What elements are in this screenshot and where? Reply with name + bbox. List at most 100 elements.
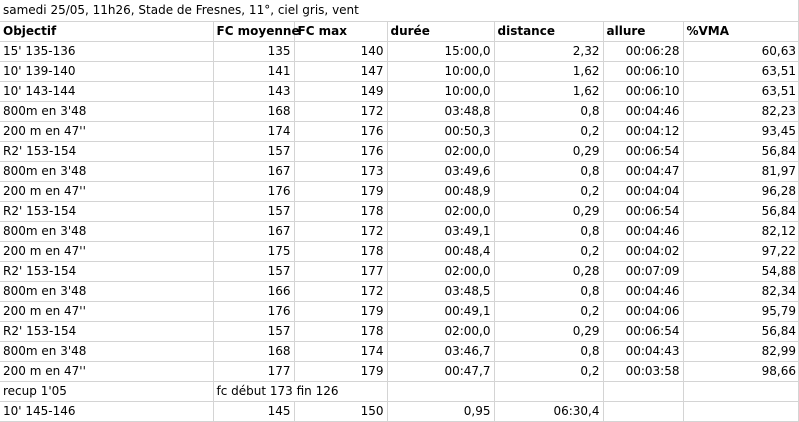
cell-objectif[interactable]: 200 m en 47'' <box>0 361 214 382</box>
cell-fc-moyenne[interactable]: 175 <box>212 241 295 262</box>
cell-distance[interactable]: 0,2 <box>493 301 604 322</box>
cell-objectif[interactable]: R2' 153-154 <box>0 201 214 222</box>
cell-distance[interactable]: 0,2 <box>493 121 604 142</box>
cell-duree[interactable]: 02:00,0 <box>386 321 495 342</box>
cell-vma[interactable]: 56,84 <box>682 321 799 342</box>
cell-allure[interactable]: 00:06:54 <box>602 201 684 222</box>
empty-cell[interactable] <box>602 381 684 402</box>
cell-fc-max[interactable]: 178 <box>293 321 388 342</box>
cell-objectif[interactable]: 200 m en 47'' <box>0 121 214 142</box>
cell-fc-max[interactable]: 179 <box>293 361 388 382</box>
cell-duree[interactable]: 03:48,5 <box>386 281 495 302</box>
cell-duree[interactable]: 10:00,0 <box>386 61 495 82</box>
cell-vma[interactable]: 54,88 <box>682 261 799 282</box>
cell-duree[interactable]: 03:46,7 <box>386 341 495 362</box>
cell-objectif[interactable]: 200 m en 47'' <box>0 181 214 202</box>
cell-duree[interactable]: 00:48,4 <box>386 241 495 262</box>
header-objectif[interactable]: Objectif <box>0 22 214 42</box>
title-cell[interactable]: samedi 25/05, 11h26, Stade de Fresnes, 1… <box>0 0 798 22</box>
cell-fc-max[interactable]: 147 <box>293 61 388 82</box>
cell-recup-note[interactable]: fc début 173 fin 126 <box>212 381 388 402</box>
cell-allure[interactable]: 00:06:28 <box>602 41 684 62</box>
cell-fc-moyenne[interactable]: 166 <box>212 281 295 302</box>
cell-allure[interactable]: 00:04:06 <box>602 301 684 322</box>
empty-cell[interactable] <box>386 381 495 402</box>
cell-fc-moyenne[interactable]: 143 <box>212 81 295 102</box>
cell-allure[interactable] <box>602 401 684 422</box>
cell-allure[interactable]: 00:04:47 <box>602 161 684 182</box>
cell-fc-moyenne[interactable]: 176 <box>212 181 295 202</box>
cell-distance[interactable]: 0,2 <box>493 181 604 202</box>
cell-fc-max[interactable]: 150 <box>293 401 388 422</box>
empty-cell[interactable] <box>682 381 799 402</box>
cell-objectif[interactable]: 800m en 3'48 <box>0 161 214 182</box>
cell-distance[interactable]: 0,29 <box>493 321 604 342</box>
cell-duree[interactable]: 0,95 <box>386 401 495 422</box>
cell-vma[interactable] <box>682 401 799 422</box>
cell-distance[interactable]: 2,32 <box>493 41 604 62</box>
cell-objectif[interactable]: 200 m en 47'' <box>0 241 214 262</box>
empty-cell[interactable] <box>493 381 604 402</box>
cell-fc-max[interactable]: 178 <box>293 241 388 262</box>
cell-vma[interactable]: 60,63 <box>682 41 799 62</box>
cell-fc-max[interactable]: 176 <box>293 121 388 142</box>
header-allure[interactable]: allure <box>602 22 684 42</box>
cell-fc-max[interactable]: 149 <box>293 81 388 102</box>
cell-objectif[interactable]: 10' 145-146 <box>0 401 214 422</box>
cell-fc-max[interactable]: 177 <box>293 261 388 282</box>
cell-vma[interactable]: 95,79 <box>682 301 799 322</box>
header-fc-max[interactable]: FC max <box>293 22 388 42</box>
cell-distance[interactable]: 0,2 <box>493 361 604 382</box>
cell-fc-moyenne[interactable]: 157 <box>212 141 295 162</box>
cell-vma[interactable]: 81,97 <box>682 161 799 182</box>
cell-vma[interactable]: 98,66 <box>682 361 799 382</box>
cell-vma[interactable]: 82,34 <box>682 281 799 302</box>
cell-allure[interactable]: 00:04:12 <box>602 121 684 142</box>
cell-distance[interactable]: 1,62 <box>493 61 604 82</box>
cell-objectif[interactable]: 10' 143-144 <box>0 81 214 102</box>
cell-distance[interactable]: 0,8 <box>493 341 604 362</box>
cell-objectif[interactable]: 800m en 3'48 <box>0 281 214 302</box>
cell-vma[interactable]: 63,51 <box>682 81 799 102</box>
cell-fc-max[interactable]: 176 <box>293 141 388 162</box>
cell-distance[interactable]: 0,29 <box>493 201 604 222</box>
cell-vma[interactable]: 63,51 <box>682 61 799 82</box>
cell-duree[interactable]: 02:00,0 <box>386 261 495 282</box>
cell-allure[interactable]: 00:04:43 <box>602 341 684 362</box>
cell-vma[interactable]: 56,84 <box>682 141 799 162</box>
cell-objectif[interactable]: R2' 153-154 <box>0 141 214 162</box>
cell-fc-max[interactable]: 140 <box>293 41 388 62</box>
cell-duree[interactable]: 00:49,1 <box>386 301 495 322</box>
cell-objectif[interactable]: 200 m en 47'' <box>0 301 214 322</box>
cell-vma[interactable]: 82,99 <box>682 341 799 362</box>
cell-fc-max[interactable]: 172 <box>293 101 388 122</box>
cell-distance[interactable]: 0,8 <box>493 281 604 302</box>
cell-distance[interactable]: 0,8 <box>493 161 604 182</box>
cell-fc-max[interactable]: 172 <box>293 281 388 302</box>
cell-objectif[interactable]: 10' 139-140 <box>0 61 214 82</box>
cell-distance[interactable]: 0,2 <box>493 241 604 262</box>
cell-allure[interactable]: 00:04:46 <box>602 101 684 122</box>
cell-allure[interactable]: 00:06:10 <box>602 61 684 82</box>
cell-duree[interactable]: 00:50,3 <box>386 121 495 142</box>
cell-vma[interactable]: 56,84 <box>682 201 799 222</box>
cell-fc-moyenne[interactable]: 168 <box>212 341 295 362</box>
cell-fc-max[interactable]: 174 <box>293 341 388 362</box>
cell-duree[interactable]: 00:47,7 <box>386 361 495 382</box>
cell-duree[interactable]: 02:00,0 <box>386 141 495 162</box>
cell-fc-moyenne[interactable]: 157 <box>212 201 295 222</box>
cell-duree[interactable]: 10:00,0 <box>386 81 495 102</box>
cell-distance[interactable]: 0,28 <box>493 261 604 282</box>
cell-fc-moyenne[interactable]: 168 <box>212 101 295 122</box>
cell-distance[interactable]: 0,29 <box>493 141 604 162</box>
cell-fc-moyenne[interactable]: 141 <box>212 61 295 82</box>
cell-allure[interactable]: 00:06:10 <box>602 81 684 102</box>
cell-fc-moyenne[interactable]: 145 <box>212 401 295 422</box>
cell-duree[interactable]: 03:49,1 <box>386 221 495 242</box>
cell-allure[interactable]: 00:04:02 <box>602 241 684 262</box>
header-duree[interactable]: durée <box>386 22 495 42</box>
cell-vma[interactable]: 93,45 <box>682 121 799 142</box>
cell-fc-moyenne[interactable]: 177 <box>212 361 295 382</box>
cell-vma[interactable]: 82,12 <box>682 221 799 242</box>
header-distance[interactable]: distance <box>493 22 604 42</box>
